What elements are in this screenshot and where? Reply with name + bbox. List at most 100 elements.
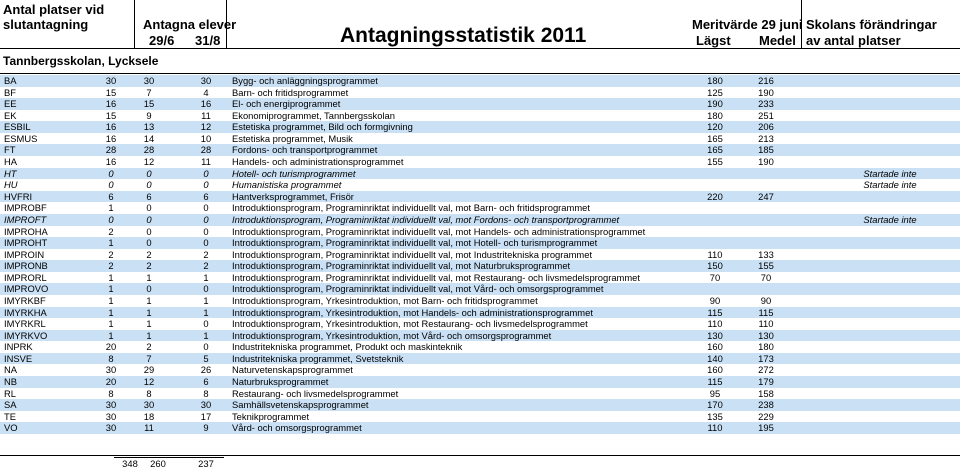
admitted-august: 6 — [203, 376, 209, 388]
program-name: Introduktionsprogram, Yrkesintroduktion,… — [232, 329, 552, 341]
page-title: Antagningsstatistik 2011 — [340, 24, 587, 47]
header-merit-lowest: Lägst — [696, 33, 731, 48]
places-count: 30 — [105, 422, 117, 434]
merit-lowest: 180 — [707, 75, 723, 86]
merit-mean: 110 — [758, 318, 774, 330]
program-name: Naturbruksprogrammet — [232, 376, 329, 388]
admitted-june: 1 — [146, 329, 152, 341]
total-places: 348 — [122, 458, 138, 469]
merit-lowest: 95 — [709, 387, 721, 399]
table-row: NB 20 12 6 Naturbruksprogrammet 115 179 — [0, 376, 960, 388]
admitted-june: 12 — [143, 376, 155, 388]
admitted-june: 7 — [146, 352, 152, 364]
admitted-june: 2 — [146, 248, 152, 260]
admitted-june: 1 — [146, 271, 152, 283]
admitted-june: 1 — [146, 318, 152, 330]
merit-lowest: 170 — [707, 399, 723, 411]
program-code: IMPROHA — [4, 225, 48, 237]
admitted-august: 12 — [200, 121, 212, 133]
table-row: ESMUS 16 14 10 Estetiska programmet, Musik 16… — [0, 133, 960, 145]
table-row: SA 30 30 30 Samhällsvetenskapsprogrammet 170 2… — [0, 399, 960, 411]
admitted-june: 15 — [143, 98, 155, 110]
program-name: Vård- och omsorgsprogrammet — [232, 422, 362, 434]
program-code: INPRK — [4, 341, 33, 353]
program-code: RL — [4, 387, 16, 399]
program-code: BA — [4, 75, 17, 86]
places-count: 2 — [108, 248, 114, 260]
header-divider — [226, 0, 227, 48]
table-row: IMPROFT 0 0 0 Introduktionsprogram, Programi… — [0, 213, 960, 226]
merit-mean: 216 — [758, 75, 774, 86]
merit-mean: 206 — [758, 121, 774, 133]
merit-lowest: 110 — [707, 318, 723, 330]
merit-mean: 247 — [758, 190, 774, 202]
program-code: EE — [4, 98, 17, 110]
program-code: NA — [4, 364, 18, 376]
admitted-june: 0 — [146, 213, 152, 225]
table-row: RL 8 8 8 Restaurang- och livsmedelsprogramme… — [0, 388, 960, 400]
places-count: 15 — [105, 109, 117, 121]
admitted-june: 12 — [143, 156, 155, 168]
total-admitted-august: 237 — [198, 458, 214, 469]
program-name: Introduktionsprogram, Programinriktat in… — [232, 213, 620, 225]
merit-lowest: 135 — [707, 410, 723, 422]
admitted-august: 26 — [200, 364, 212, 376]
admitted-june: 7 — [146, 86, 152, 98]
places-count: 8 — [108, 352, 114, 364]
admitted-august: 30 — [200, 399, 212, 411]
places-count: 20 — [105, 376, 117, 388]
program-name: Introduktionsprogram, Programinriktat in… — [232, 202, 590, 214]
merit-mean: 272 — [758, 364, 774, 376]
places-count: 30 — [105, 399, 117, 411]
admitted-august: 1 — [203, 306, 209, 318]
program-code: IMPROFT — [4, 213, 47, 225]
program-code: HT — [4, 167, 17, 179]
program-name: Humanistiska programmet — [232, 179, 342, 191]
merit-mean: 195 — [758, 422, 774, 434]
program-name: Introduktionsprogram, Yrkesintroduktion,… — [232, 318, 588, 330]
merit-lowest: 115 — [707, 376, 723, 388]
table-row: EE 16 15 16 El- och energiprogrammet 190 233 — [0, 98, 960, 110]
table-row: IMPROHT 1 0 0 Introduktionsprogram, Programi… — [0, 237, 960, 249]
merit-mean: 70 — [760, 271, 772, 283]
admitted-june: 14 — [143, 132, 155, 144]
admitted-august: 2 — [203, 248, 209, 260]
merit-mean: 115 — [758, 306, 774, 318]
merit-lowest: 140 — [707, 352, 723, 364]
places-count: 1 — [108, 237, 114, 249]
table-row: VO 30 11 9 Vård- och omsorgsprogrammet 110 195 — [0, 422, 960, 434]
program-code: VO — [4, 422, 18, 434]
program-code: ESMUS — [4, 132, 38, 144]
program-code: HA — [4, 156, 18, 168]
table-row: IMPROBF 1 0 0 Introduktionsprogram, Programi… — [0, 202, 960, 214]
header-admitted-date2: 31/8 — [195, 33, 221, 48]
program-name: Hotell- och turismprogrammet — [232, 167, 356, 179]
program-name: Introduktionsprogram, Yrkesintroduktion,… — [232, 294, 538, 306]
places-count: 1 — [108, 283, 114, 295]
program-code: IMYRKBF — [4, 294, 46, 306]
places-count: 6 — [108, 190, 114, 202]
header-rule — [0, 48, 960, 49]
program-name: Fordons- och transportprogrammet — [232, 144, 378, 156]
places-count: 16 — [105, 121, 117, 133]
admitted-june: 0 — [146, 283, 152, 295]
places-count: 28 — [105, 144, 117, 156]
admitted-august: 17 — [200, 410, 212, 422]
admitted-june: 0 — [146, 225, 152, 237]
places-count: 1 — [108, 306, 114, 318]
program-code: HU — [4, 179, 18, 191]
admitted-june: 9 — [146, 109, 152, 121]
merit-lowest: 90 — [709, 294, 721, 306]
merit-lowest: 155 — [707, 156, 723, 168]
admitted-august: 2 — [203, 260, 209, 272]
program-name: Introduktionsprogram, Programinriktat in… — [232, 283, 604, 295]
program-name: El- och energiprogrammet — [232, 98, 341, 110]
table-row: FT 28 28 28 Fordons- och transportprogrammet… — [0, 144, 960, 157]
places-count: 30 — [105, 410, 117, 422]
places-count: 1 — [108, 294, 114, 306]
places-count: 30 — [105, 364, 117, 376]
admitted-august: 11 — [201, 156, 211, 168]
program-code: NB — [4, 376, 18, 388]
admitted-june: 29 — [143, 364, 155, 376]
merit-lowest: 115 — [707, 306, 723, 318]
